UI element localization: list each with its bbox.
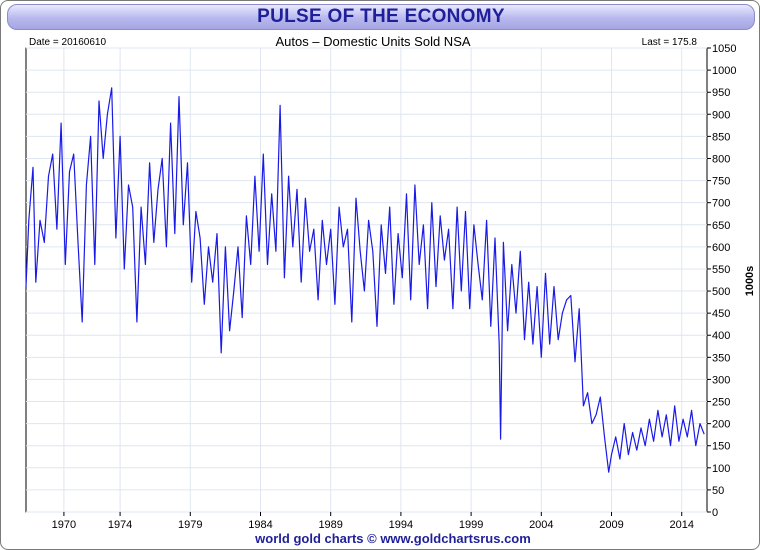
- last-value-label: Last = 175.8: [642, 37, 698, 48]
- y-tick-label: 700: [712, 198, 730, 210]
- date-label: Date = 20160610: [29, 37, 106, 48]
- y-tick-label: 800: [712, 153, 730, 165]
- x-tick-label: 2004: [529, 519, 553, 531]
- y-tick-label: 850: [712, 131, 730, 143]
- y-tick-label: 750: [712, 176, 730, 188]
- x-tick-label: 1989: [318, 519, 342, 531]
- x-tick-label: 1979: [178, 519, 202, 531]
- x-tick-label: 1970: [52, 519, 76, 531]
- y-tick-label: 50: [712, 485, 724, 497]
- y-axis-label: 1000s: [744, 266, 756, 297]
- x-tick-label: 1994: [389, 519, 413, 531]
- chart-title: Autos – Domestic Units Sold NSA: [275, 34, 470, 49]
- x-tick-label: 2009: [599, 519, 623, 531]
- y-tick-label: 200: [712, 419, 730, 431]
- x-tick-label: 1999: [459, 519, 483, 531]
- y-tick-label: 650: [712, 220, 730, 232]
- page-title: PULSE OF THE ECONOMY: [7, 4, 755, 30]
- footer-credit: world gold charts © www.goldchartsrus.co…: [254, 531, 531, 546]
- y-tick-label: 500: [712, 286, 730, 298]
- y-tick-label: 950: [712, 87, 730, 99]
- axes: 0 50 100 150 200 250 300 350 400 450 500 550 600 650 7…: [52, 43, 737, 531]
- y-tick-label: 1050: [712, 43, 736, 55]
- y-tick-label: 100: [712, 463, 730, 475]
- y-tick-label: 1000: [712, 65, 736, 77]
- y-tick-label: 350: [712, 352, 730, 364]
- x-tick-label: 2014: [669, 519, 693, 531]
- x-tick-label: 1984: [248, 519, 272, 531]
- y-tick-label: 450: [712, 308, 730, 320]
- y-tick-label: 550: [712, 264, 730, 276]
- y-tick-label: 400: [712, 330, 730, 342]
- series-layer: [25, 87, 705, 473]
- plot-area: [25, 47, 708, 513]
- y-tick-label: 0: [712, 507, 718, 519]
- y-tick-label: 900: [712, 109, 730, 121]
- y-tick-label: 250: [712, 397, 730, 409]
- series-line: [25, 87, 705, 473]
- y-tick-label: 300: [712, 374, 730, 386]
- x-tick-label: 1974: [108, 519, 132, 531]
- y-tick-label: 150: [712, 441, 730, 453]
- y-tick-label: 600: [712, 242, 730, 254]
